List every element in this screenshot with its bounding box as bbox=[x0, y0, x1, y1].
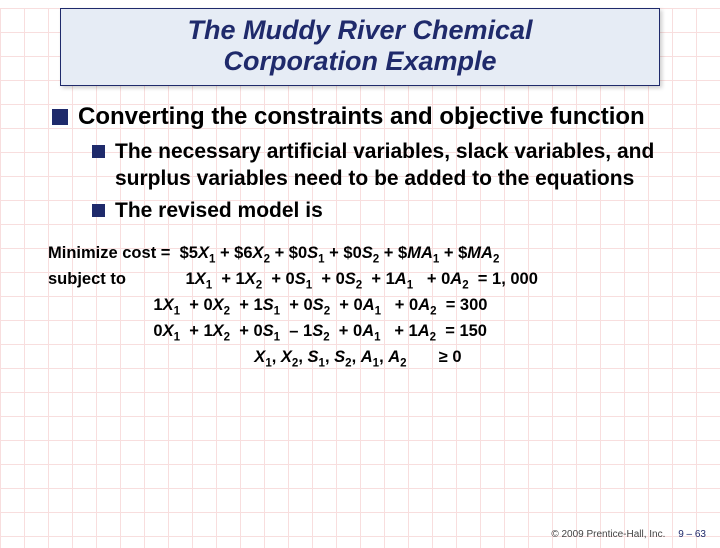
objective-row: Minimize cost = $5X1 + $6X2 + $0S1 + $0S… bbox=[48, 242, 692, 268]
constraint-row-1: subject to 1X1 + 1X2 + 0S1 + 0S2 + 1A1 +… bbox=[48, 268, 692, 294]
bullet-level2-1: The necessary artificial variables, slac… bbox=[92, 139, 680, 192]
bullet-level2-2-text: The revised model is bbox=[115, 198, 323, 224]
slide-content: The Muddy River Chemical Corporation Exa… bbox=[0, 8, 720, 372]
constraint-row-3: 0X1 + 1X2 + 0S1 – 1S2 + 0A1 + 1A2 = 150 bbox=[48, 320, 692, 346]
title-box: The Muddy River Chemical Corporation Exa… bbox=[60, 8, 660, 86]
objective-label: Minimize cost = bbox=[48, 244, 170, 262]
nonnegativity-row: X1, X2, S1, S2, A1, A2 ≥ 0 bbox=[48, 346, 692, 372]
bullet-level1: Converting the constraints and objective… bbox=[52, 102, 700, 131]
math-model: Minimize cost = $5X1 + $6X2 + $0S1 + $0S… bbox=[48, 242, 692, 372]
bullet-square-icon bbox=[92, 145, 105, 158]
bullet-level2-1-text: The necessary artificial variables, slac… bbox=[115, 139, 680, 192]
title-line-1: The Muddy River Chemical bbox=[71, 15, 649, 46]
page-number: 9 – 63 bbox=[678, 529, 706, 540]
title-line-2: Corporation Example bbox=[71, 46, 649, 77]
footer: © 2009 Prentice-Hall, Inc. 9 – 63 bbox=[551, 529, 706, 540]
bullet-level1-text: Converting the constraints and objective… bbox=[78, 102, 645, 131]
copyright-text: © 2009 Prentice-Hall, Inc. bbox=[551, 529, 665, 540]
bullet-square-icon bbox=[92, 204, 105, 217]
subject-to-label: subject to bbox=[48, 270, 126, 288]
bullet-square-icon bbox=[52, 109, 68, 125]
constraint-row-2: 1X1 + 0X2 + 1S1 + 0S2 + 0A1 + 0A2 = 300 bbox=[48, 294, 692, 320]
bullet-level2-2: The revised model is bbox=[92, 198, 680, 224]
